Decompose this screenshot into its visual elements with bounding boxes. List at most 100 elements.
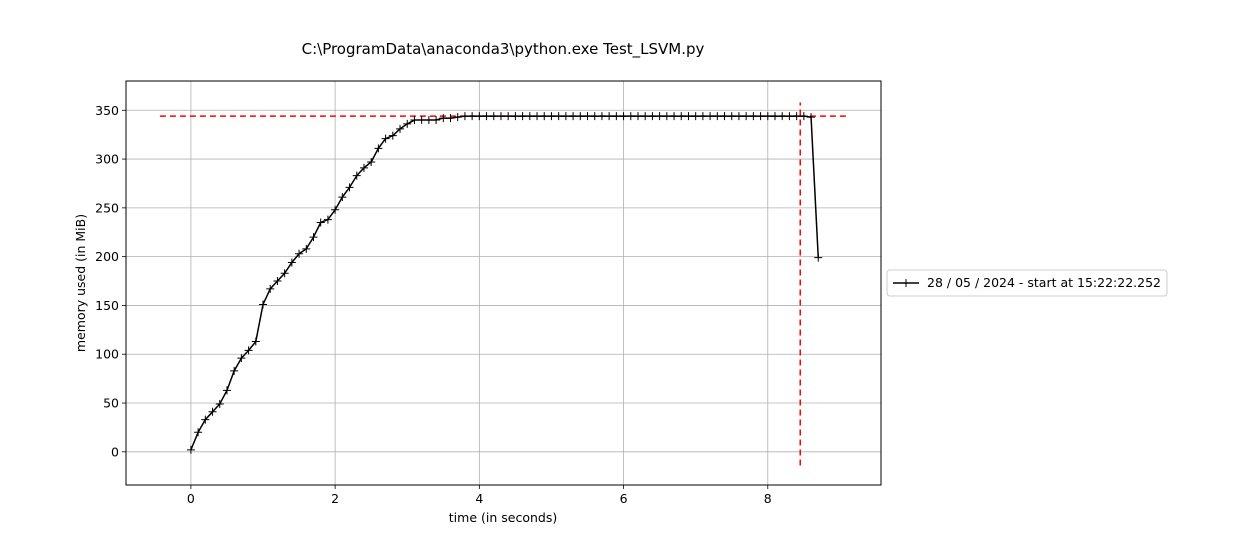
data-point-marker xyxy=(713,112,722,121)
data-point-marker xyxy=(374,144,383,153)
data-point-marker xyxy=(770,112,779,121)
data-point-marker xyxy=(734,112,743,121)
data-point-marker xyxy=(590,112,599,121)
y-axis: 0 50 100 150 200 250 300 350 xyxy=(95,103,126,459)
data-point-marker xyxy=(403,119,412,128)
data-point-marker xyxy=(677,112,686,121)
data-point-marker xyxy=(424,116,433,125)
y-tick-label: 0 xyxy=(111,444,119,459)
y-axis-label: memory used (in MiB) xyxy=(73,214,88,352)
y-tick-label: 350 xyxy=(95,103,119,118)
data-point-marker xyxy=(533,112,542,121)
x-tick-label: 0 xyxy=(187,491,195,506)
data-point-marker xyxy=(273,277,282,286)
data-point-marker xyxy=(338,193,347,202)
data-point-marker xyxy=(316,218,325,227)
x-tick-label: 8 xyxy=(764,491,772,506)
data-point-marker xyxy=(597,112,606,121)
data-point-marker xyxy=(691,112,700,121)
data-point-marker xyxy=(662,112,671,121)
data-point-marker xyxy=(453,113,462,122)
data-point-marker xyxy=(496,112,505,121)
data-point-marker xyxy=(323,215,332,224)
data-point-marker xyxy=(706,112,715,121)
data-point-marker xyxy=(807,113,816,122)
data-point-marker xyxy=(655,112,664,121)
x-tick-label: 6 xyxy=(620,491,628,506)
data-point-marker xyxy=(396,124,405,133)
legend-box xyxy=(886,269,1168,297)
data-point-marker xyxy=(792,112,801,121)
y-tick-label: 300 xyxy=(95,152,119,167)
data-point-marker xyxy=(244,346,253,355)
data-point-marker xyxy=(626,112,635,121)
data-point-marker xyxy=(381,134,390,143)
y-tick-label: 250 xyxy=(95,200,119,215)
data-point-marker xyxy=(489,112,498,121)
data-point-marker xyxy=(208,407,217,416)
data-point-marker xyxy=(684,112,693,121)
data-point-marker xyxy=(720,112,729,121)
data-point-marker xyxy=(547,112,556,121)
data-point-marker xyxy=(727,112,736,121)
data-point-marker xyxy=(215,400,224,409)
data-point-marker xyxy=(194,428,203,437)
data-point-marker xyxy=(186,445,195,454)
x-axis-label: time (in seconds) xyxy=(449,510,557,525)
data-point-marker xyxy=(554,112,563,121)
data-point-marker xyxy=(605,112,614,121)
data-point-marker xyxy=(799,112,808,121)
x-tick-label: 4 xyxy=(475,491,483,506)
data-point-marker xyxy=(814,253,823,262)
data-point-marker xyxy=(518,112,527,121)
data-point-marker xyxy=(540,112,549,121)
data-point-marker xyxy=(619,112,628,121)
data-point-marker xyxy=(763,112,772,121)
data-point-marker xyxy=(309,233,318,242)
legend-marker-sample xyxy=(902,279,910,287)
data-point-marker xyxy=(410,116,419,125)
data-point-marker xyxy=(612,112,621,121)
data-point-marker xyxy=(561,112,570,121)
legend-entry-label: 28 / 05 / 2024 - start at 15:22:22.252 xyxy=(927,275,1161,290)
x-axis: 0 2 4 6 8 xyxy=(187,485,772,506)
data-point-marker xyxy=(352,171,361,180)
data-point-marker xyxy=(302,244,311,253)
data-point-marker xyxy=(785,112,794,121)
data-point-marker xyxy=(230,366,239,375)
data-point-marker xyxy=(432,116,441,125)
y-tick-label: 50 xyxy=(103,396,119,411)
data-point-marker xyxy=(525,112,534,121)
data-point-marker xyxy=(576,112,585,121)
data-point-marker xyxy=(742,112,751,121)
data-point-marker xyxy=(237,354,246,363)
data-point-marker xyxy=(359,163,368,172)
series-layer xyxy=(186,112,823,454)
data-point-marker xyxy=(670,112,679,121)
data-point-marker xyxy=(439,114,448,123)
data-point-marker xyxy=(287,258,296,267)
data-point-marker xyxy=(482,112,491,121)
data-point-marker xyxy=(222,386,231,395)
data-point-marker xyxy=(251,337,260,346)
data-point-marker xyxy=(633,112,642,121)
legend: 28 / 05 / 2024 - start at 15:22:22.252 xyxy=(886,269,1168,297)
data-point-marker xyxy=(331,205,340,214)
x-tick-label: 2 xyxy=(331,491,339,506)
y-tick-label: 100 xyxy=(95,347,119,362)
y-tick-label: 150 xyxy=(95,298,119,313)
data-point-marker xyxy=(648,112,657,121)
data-point-marker xyxy=(756,112,765,121)
data-point-marker xyxy=(569,112,578,121)
data-point-marker xyxy=(583,112,592,121)
data-point-marker xyxy=(749,112,758,121)
data-point-marker xyxy=(504,112,513,121)
data-point-marker xyxy=(641,112,650,121)
data-point-marker xyxy=(367,157,376,166)
data-point-marker xyxy=(778,112,787,121)
data-point-marker xyxy=(388,131,397,140)
grid-lines xyxy=(126,81,881,485)
data-point-marker xyxy=(698,112,707,121)
data-point-marker xyxy=(460,112,469,121)
